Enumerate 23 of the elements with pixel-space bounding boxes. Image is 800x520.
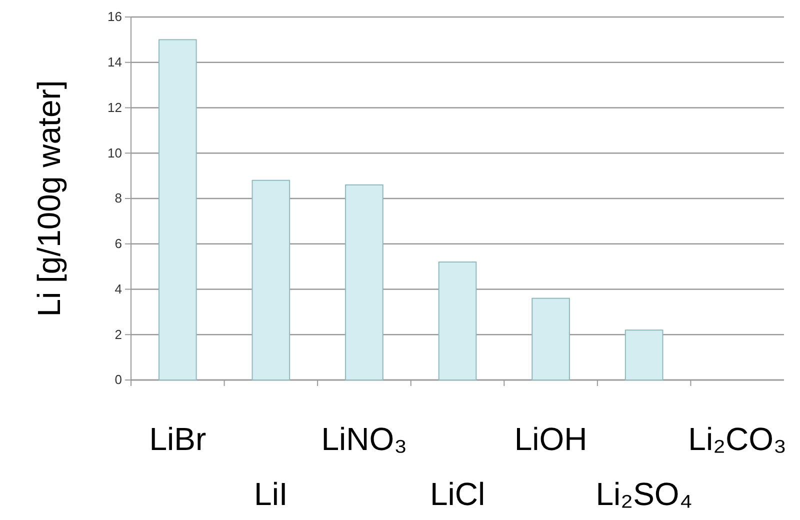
bar bbox=[252, 180, 290, 380]
y-tick-label: 16 bbox=[108, 9, 122, 24]
y-tick-label: 10 bbox=[108, 145, 122, 160]
bar bbox=[345, 184, 384, 380]
x-tick-label: Li₂CO₃ bbox=[688, 421, 787, 457]
x-tick-label: LiNO₃ bbox=[321, 421, 408, 457]
bar bbox=[532, 298, 570, 380]
y-axis-title: Li [g/100g water] bbox=[31, 80, 67, 317]
x-tick-label: Li₂SO₄ bbox=[596, 476, 692, 512]
y-tick-label: 6 bbox=[114, 236, 122, 252]
x-tick-label: LiBr bbox=[149, 421, 206, 457]
y-tick-label: 14 bbox=[108, 54, 122, 70]
y-tick-label: 4 bbox=[114, 281, 122, 296]
bar bbox=[624, 330, 664, 380]
bar bbox=[438, 262, 477, 380]
y-tick-label: 12 bbox=[108, 100, 122, 115]
x-tick-label: LiI bbox=[254, 476, 288, 512]
x-tick-label: LiOH bbox=[514, 421, 588, 457]
x-tick-label: LiCl bbox=[430, 476, 486, 512]
y-tick-label: 0 bbox=[114, 372, 122, 388]
y-tick-label: 2 bbox=[114, 326, 122, 342]
y-tick-label: 8 bbox=[114, 190, 122, 206]
bar bbox=[158, 39, 197, 380]
